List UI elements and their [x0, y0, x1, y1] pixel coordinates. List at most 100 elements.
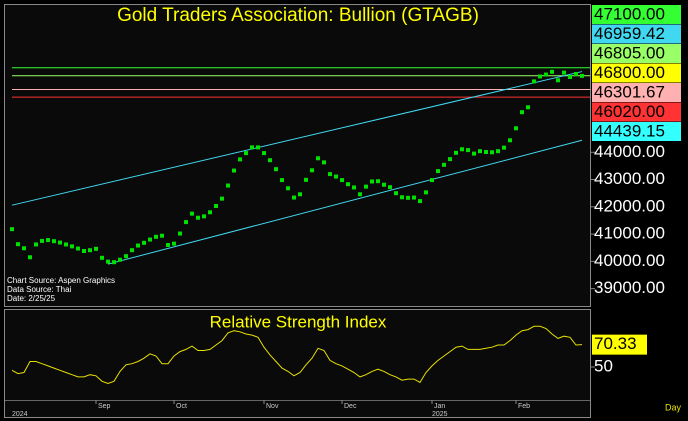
price-dot	[526, 105, 530, 110]
rsi-panel	[4, 309, 591, 418]
price-dot	[382, 182, 386, 187]
price-dot	[304, 177, 308, 182]
trend-line	[11, 71, 583, 206]
price-dot	[400, 195, 404, 200]
price-dot	[298, 192, 302, 197]
price-panel	[4, 4, 591, 307]
y-tick-label: 39000.00	[594, 278, 665, 297]
price-dot	[250, 145, 254, 150]
price-tag	[592, 44, 681, 63]
price-dot	[544, 72, 548, 77]
price-dot	[418, 199, 422, 204]
price-dot	[286, 186, 290, 191]
x-tick-label: Feb	[518, 403, 530, 410]
price-dot	[148, 237, 152, 242]
price-dot	[214, 204, 218, 208]
price-tag-label: 44439.15	[594, 121, 665, 140]
price-dot	[244, 151, 248, 156]
price-dot	[424, 190, 428, 195]
price-dot	[322, 160, 326, 165]
price-dot	[580, 73, 584, 78]
price-dot	[538, 74, 542, 79]
price-dot	[136, 243, 140, 248]
price-dot	[484, 150, 488, 154]
price-dot	[76, 246, 80, 251]
note: Data Source: Thai	[7, 285, 72, 294]
x-tick-label: Jan	[434, 403, 445, 410]
note: Chart Source: Aspen Graphics	[7, 276, 115, 285]
price-dot	[70, 244, 74, 249]
price-dot	[292, 195, 296, 200]
price-dot	[10, 227, 14, 232]
y-tick-label: 50	[594, 356, 613, 375]
price-dot	[124, 254, 128, 259]
x-tick-label: Oct	[176, 403, 187, 410]
chart-title: Gold Traders Association: Bullion (GTAGB…	[117, 5, 479, 26]
price-tag	[592, 24, 681, 44]
price-dot	[256, 145, 260, 150]
price-dot	[226, 183, 230, 188]
price-dot	[64, 242, 68, 247]
price-dot	[118, 257, 122, 262]
price-dot	[196, 215, 200, 220]
trend-line	[107, 139, 583, 265]
price-dot	[346, 182, 350, 187]
price-dot	[40, 238, 44, 243]
y-tick-label: 42000.00	[594, 196, 665, 215]
rsi-line	[11, 325, 583, 385]
price-tag-label: 46020.00	[594, 102, 665, 121]
price-dot	[172, 241, 176, 246]
price-dot	[568, 75, 572, 79]
price-dot	[52, 239, 56, 244]
price-dot	[574, 72, 578, 76]
price-dot	[364, 184, 368, 189]
price-dot	[478, 149, 482, 154]
price-dot	[490, 150, 494, 155]
price-dot	[208, 210, 212, 215]
price-dot	[430, 178, 434, 183]
price-dot	[268, 158, 272, 163]
price-dot	[406, 195, 410, 200]
price-dot	[112, 260, 116, 265]
price-dot	[88, 248, 92, 253]
x-tick-label: Dec	[344, 403, 357, 410]
year-label: 2025	[432, 411, 448, 418]
price-tag	[592, 83, 681, 102]
price-dot	[100, 255, 104, 260]
price-dot	[448, 157, 452, 162]
price-dot	[262, 151, 266, 156]
y-tick-label: 41000.00	[594, 224, 665, 243]
price-dot	[58, 240, 62, 245]
price-tag	[592, 5, 681, 24]
price-dot	[376, 179, 380, 184]
note: Date: 2/25/25	[7, 294, 56, 303]
price-tag-label: 47100.00	[594, 4, 665, 23]
price-dot	[472, 151, 476, 156]
price-dot	[178, 231, 182, 236]
year-label: 2024	[12, 411, 28, 418]
price-dot	[556, 78, 560, 83]
y-tick-label: 40000.00	[594, 251, 665, 270]
y-tick-label: 44000.00	[594, 142, 665, 161]
price-dot	[508, 138, 512, 143]
price-tag	[592, 63, 681, 83]
price-dot	[274, 167, 278, 172]
price-dot	[436, 169, 440, 174]
price-tag-label: 46805.00	[594, 43, 665, 62]
price-dot	[202, 214, 206, 219]
x-tick-label: Nov	[266, 403, 279, 410]
price-dot	[310, 168, 314, 173]
price-tag	[592, 122, 681, 141]
price-dot	[514, 126, 518, 131]
price-dot	[82, 249, 86, 253]
price-dot	[106, 259, 110, 264]
price-tag-label: 46800.00	[594, 63, 665, 82]
y-tick-label: 43000.00	[594, 169, 665, 188]
price-dot	[502, 145, 506, 150]
price-dot	[520, 110, 524, 115]
price-dot	[28, 255, 32, 260]
price-dot	[166, 243, 170, 247]
price-dot	[334, 174, 338, 179]
price-dot	[442, 162, 446, 167]
